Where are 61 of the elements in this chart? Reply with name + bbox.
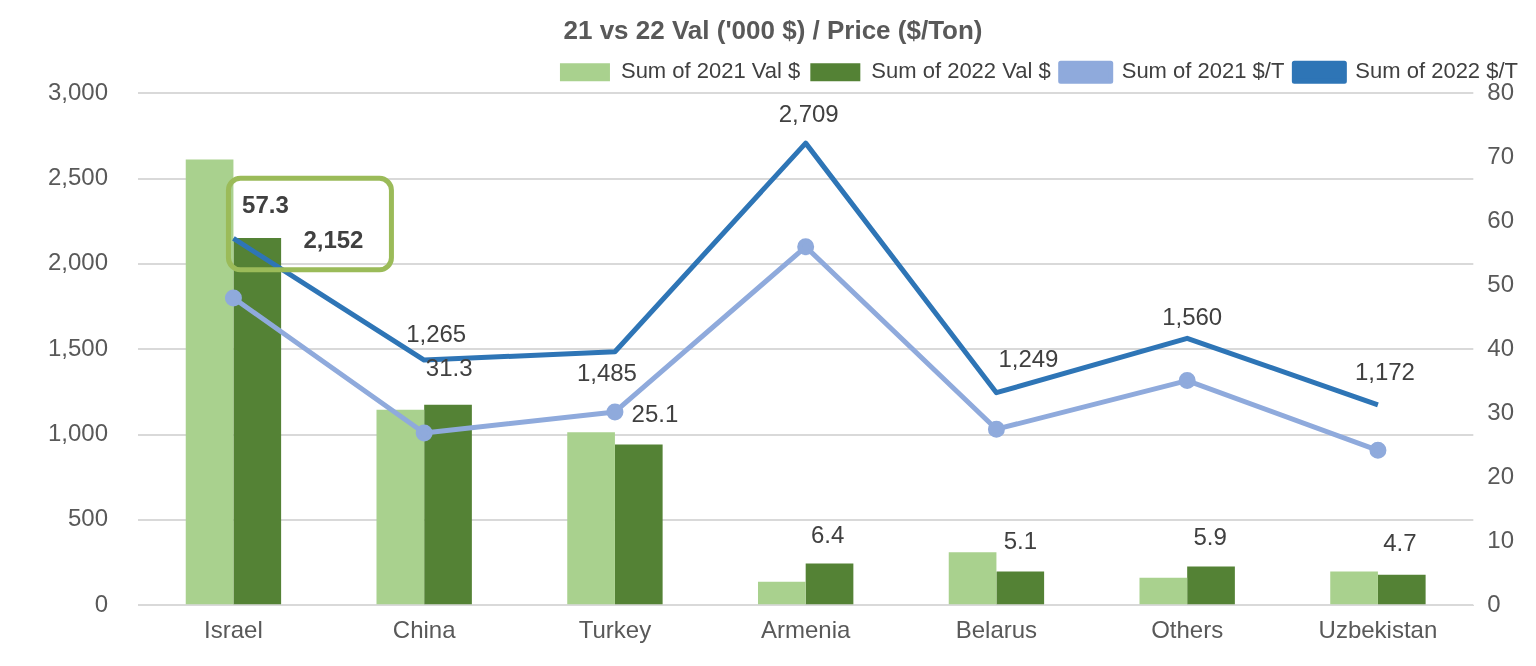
annotation: 5.1 — [1003, 526, 1038, 554]
annotation: 25.1 — [631, 399, 679, 427]
annotation: 1,172 — [1354, 357, 1415, 385]
y2-tick-label: 50 — [1487, 269, 1515, 297]
annotation: 31.3 — [425, 353, 473, 381]
legend-label: Sum of 2021 Val $ — [620, 58, 801, 84]
y2-tick-label: 0 — [1487, 589, 1501, 617]
bar — [567, 432, 615, 605]
x-tick-label: Uzbekistan — [1318, 616, 1438, 644]
x-tick-label: China — [392, 616, 457, 644]
x-tick-label: Belarus — [955, 616, 1038, 644]
y2-tick-label: 70 — [1487, 141, 1515, 169]
bar — [1330, 571, 1378, 605]
bar — [1139, 577, 1188, 605]
bar — [614, 444, 663, 605]
bar — [1187, 566, 1235, 605]
point — [415, 424, 433, 442]
point — [987, 420, 1005, 438]
annotation: 6.4 — [810, 520, 845, 548]
annotation: 2,152 — [303, 226, 364, 254]
y2-tick-label: 30 — [1487, 397, 1515, 425]
point — [224, 289, 242, 307]
x-tick-label: Israel — [204, 616, 263, 644]
y-tick-label: 1,000 — [48, 419, 109, 447]
bar — [757, 581, 806, 605]
y-tick-label: 2,000 — [48, 248, 109, 276]
bar — [805, 563, 854, 605]
bar — [1377, 574, 1426, 605]
x-tick-label: Armenia — [760, 616, 852, 644]
point — [606, 403, 624, 421]
y-tick-label: 2,500 — [48, 163, 109, 191]
bar — [948, 552, 997, 605]
point — [1178, 372, 1196, 390]
y-tick-label: 1,500 — [48, 333, 109, 361]
y2-tick-label: 20 — [1487, 461, 1515, 489]
bar — [185, 159, 234, 605]
chart-title: 21 vs 22 Val ('000 $) / Price ($/Ton) — [563, 14, 983, 45]
legend-label: Sum of 2022 Val $ — [871, 58, 1051, 84]
bar — [996, 571, 1045, 605]
annotation: 1,265 — [406, 320, 467, 348]
annotation: 57.3 — [242, 190, 289, 218]
y2-tick-label: 10 — [1487, 525, 1515, 553]
y2-tick-label: 40 — [1487, 333, 1515, 361]
point — [1369, 441, 1387, 459]
bar — [376, 409, 425, 605]
y2-tick-label: 60 — [1487, 205, 1515, 233]
y-tick-label: 3,000 — [48, 77, 109, 105]
bar — [233, 237, 282, 605]
y-tick-label: 500 — [68, 504, 109, 532]
annotation: 1,249 — [998, 344, 1059, 372]
legend-label: Sum of 2021 $/T — [1121, 58, 1285, 84]
y-tick-label: 0 — [94, 589, 109, 617]
point — [797, 238, 815, 256]
annotation: 2,709 — [778, 100, 839, 128]
annotation: 5.9 — [1193, 522, 1227, 550]
x-tick-label: Turkey — [578, 616, 652, 644]
bar — [424, 404, 472, 605]
x-tick-label: Others — [1151, 616, 1224, 644]
annotation: 1,485 — [576, 358, 637, 386]
annotation: 1,560 — [1162, 302, 1223, 330]
annotation: 4.7 — [1383, 528, 1417, 556]
